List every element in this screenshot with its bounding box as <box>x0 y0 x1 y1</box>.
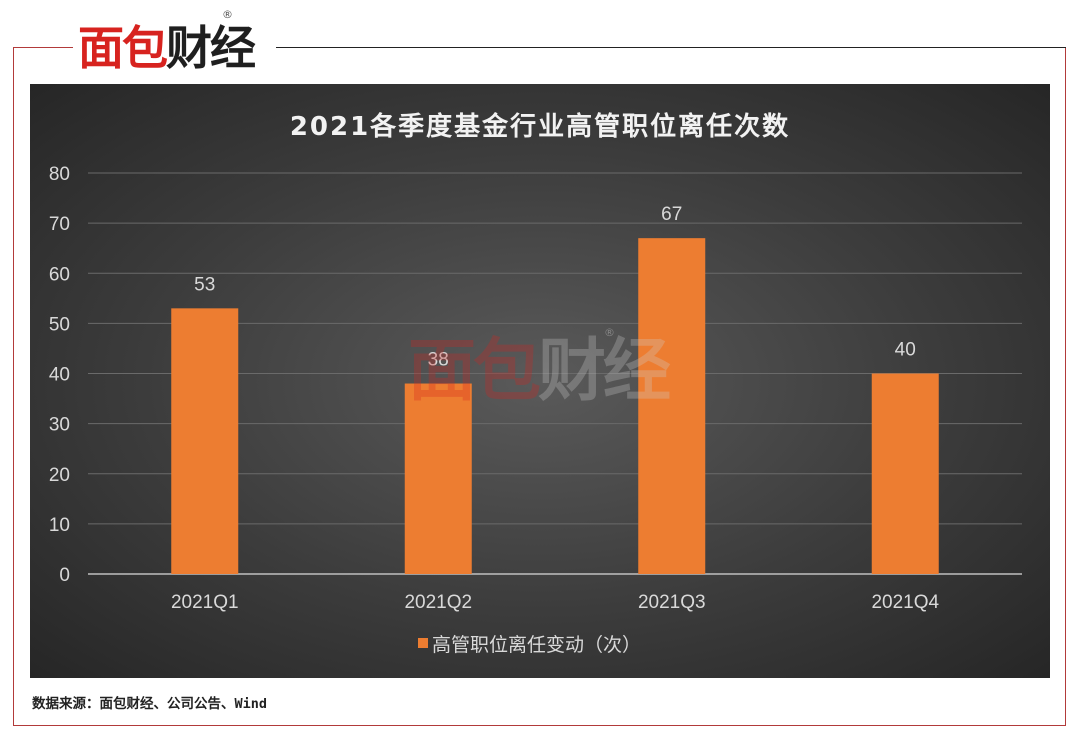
y-tick-label: 30 <box>49 415 70 436</box>
x-tick-label: 2021Q1 <box>171 592 239 613</box>
bar-2021Q4 <box>871 373 939 574</box>
x-tick-label: 2021Q3 <box>638 592 706 613</box>
y-tick-label: 80 <box>49 164 70 185</box>
y-tick-label: 20 <box>49 465 70 486</box>
bar-2021Q1 <box>171 308 239 574</box>
x-tick-label: 2021Q4 <box>871 592 939 613</box>
frame-top-left <box>13 47 73 48</box>
brand-logo-part2: 财经 <box>166 21 256 75</box>
brand-watermark: 面包财经 <box>408 332 671 412</box>
y-tick-label: 40 <box>49 365 70 386</box>
watermark-part2: 财经 <box>538 332 671 411</box>
data-label-2021Q2: 38 <box>428 350 449 371</box>
logo-backdrop <box>75 10 275 76</box>
logo-registered-mark: ® <box>222 8 233 21</box>
grid-lines <box>88 172 1022 575</box>
bars <box>171 238 939 574</box>
outer-frame <box>13 47 1066 726</box>
data-labels: 53 38 67 40 <box>194 204 916 370</box>
chart-title: 2021各季度基金行业高管职位离任次数 <box>289 112 791 142</box>
x-tick-label: 2021Q2 <box>404 592 472 613</box>
y-tick-label: 70 <box>49 214 70 235</box>
y-tick-label: 0 <box>59 565 70 586</box>
y-tick-label: 60 <box>49 264 70 285</box>
legend-label: 高管职位离任变动（次） <box>432 634 641 656</box>
y-tick-label: 10 <box>49 515 70 536</box>
x-axis-ticks: 2021Q1 2021Q2 2021Q3 2021Q4 <box>171 592 940 613</box>
legend: 高管职位离任变动（次） <box>418 634 641 656</box>
y-axis-ticks: 0 10 20 30 40 50 60 70 80 <box>49 164 70 586</box>
data-label-2021Q4: 40 <box>895 340 916 361</box>
bar-2021Q2 <box>404 383 472 574</box>
legend-swatch <box>418 638 428 648</box>
data-label-2021Q3: 67 <box>661 204 682 225</box>
frame-top-right <box>276 47 1066 48</box>
bar-2021Q3 <box>638 238 706 574</box>
watermark-registered-mark: ® <box>604 326 615 339</box>
source-note: 数据来源：面包财经、公司公告、Wind <box>32 696 268 712</box>
data-label-2021Q1: 53 <box>194 274 215 295</box>
watermark-part1: 面包 <box>408 332 541 411</box>
brand-logo-part1: 面包 <box>78 21 168 75</box>
brand-logo: 面包财经 <box>78 20 256 76</box>
y-tick-label: 50 <box>49 314 70 335</box>
